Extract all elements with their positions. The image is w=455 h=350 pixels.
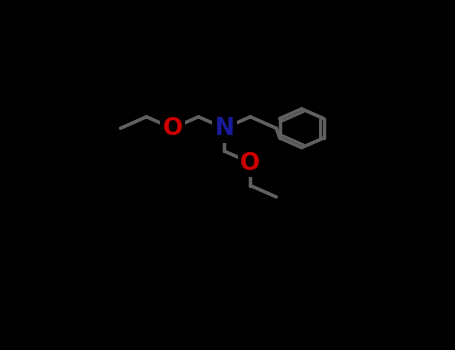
Text: N: N [214,116,234,140]
Text: O: O [162,116,182,140]
Text: O: O [240,150,260,175]
